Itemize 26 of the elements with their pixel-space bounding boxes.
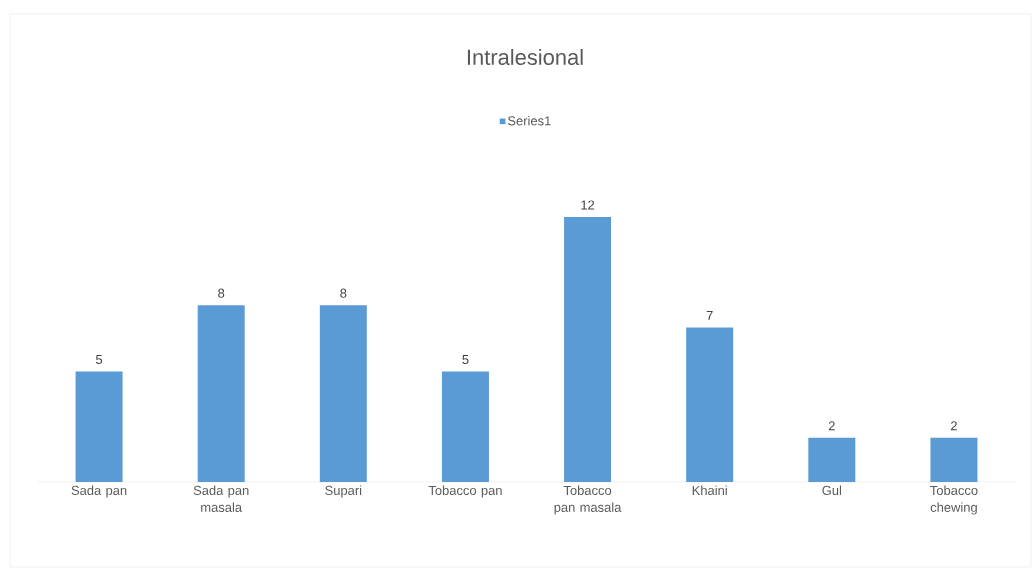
legend-label: Series1 (507, 115, 551, 126)
bar (686, 327, 734, 482)
chart-title: Intralesional (467, 48, 583, 66)
bar (319, 305, 367, 482)
data-label: 5 (462, 355, 469, 365)
data-label: 8 (340, 288, 347, 298)
x-tick-label: Sada pan masala (193, 485, 249, 512)
data-label: 2 (828, 421, 835, 431)
bar (441, 371, 489, 482)
x-tick-label: Sada pan (71, 485, 127, 498)
x-tick-label: Khaini (692, 485, 727, 496)
data-label: 5 (95, 355, 103, 365)
bar (564, 216, 612, 482)
bar (197, 305, 245, 482)
x-tick-label: Gul (822, 485, 842, 496)
data-label: 7 (706, 310, 713, 320)
data-label: 8 (218, 288, 225, 298)
bar (930, 437, 978, 482)
x-tick-label: Supari (325, 485, 362, 498)
x-tick-label: Tobacco pan (428, 485, 502, 498)
bar (808, 437, 856, 482)
data-label: 12 (581, 200, 595, 210)
data-label: 2 (950, 421, 957, 431)
x-tick-label: Tobacco pan masala (554, 485, 622, 515)
x-tick-label: Tobacco chewing (930, 485, 978, 515)
bar (75, 371, 123, 482)
